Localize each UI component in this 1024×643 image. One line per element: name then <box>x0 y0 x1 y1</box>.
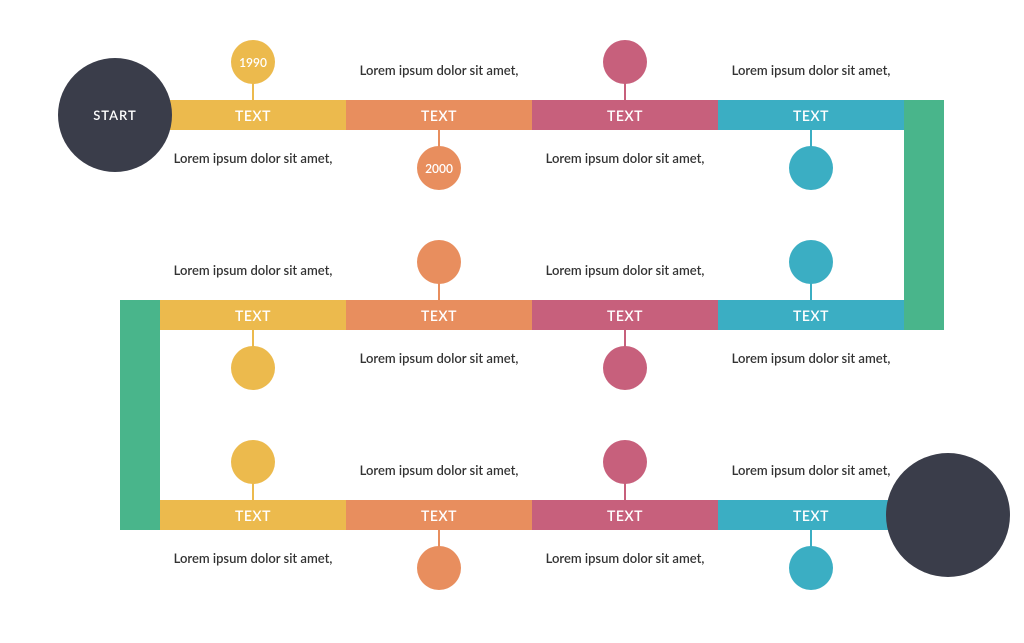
segment-label: TEXT <box>235 507 271 524</box>
segment-description: Lorem ipsum dolor sit amet, <box>532 530 718 588</box>
timeline-segment: TEXT <box>160 300 346 330</box>
segment-description: Lorem ipsum dolor sit amet, <box>346 330 532 388</box>
timeline-segment: TEXT <box>718 300 904 330</box>
timeline-segment: TEXT <box>346 300 532 330</box>
start-node: START <box>58 58 172 172</box>
milestone-circle <box>789 146 833 190</box>
start-label: START <box>93 107 137 123</box>
segment-description: Lorem ipsum dolor sit amet, <box>718 42 904 100</box>
segment-description: Lorem ipsum dolor sit amet, <box>160 130 346 188</box>
timeline-segment: TEXT <box>532 100 718 130</box>
segment-description: Lorem ipsum dolor sit amet, <box>532 242 718 300</box>
timeline-segment: TEXT <box>346 100 532 130</box>
timeline-segment: TEXT <box>532 500 718 530</box>
timeline-segment: TEXT <box>160 100 346 130</box>
milestone-circle <box>603 40 647 84</box>
timeline-segment: TEXT <box>346 500 532 530</box>
circle-stem <box>252 482 254 500</box>
milestone-circle <box>603 440 647 484</box>
segment-description: Lorem ipsum dolor sit amet, <box>160 530 346 588</box>
end-node <box>886 453 1010 577</box>
row-connector <box>120 300 160 530</box>
milestone-circle: 2000 <box>417 146 461 190</box>
segment-description: Lorem ipsum dolor sit amet, <box>346 42 532 100</box>
segment-label: TEXT <box>421 107 457 124</box>
segment-label: TEXT <box>793 507 829 524</box>
segment-description: Lorem ipsum dolor sit amet, <box>532 130 718 188</box>
milestone-circle <box>789 546 833 590</box>
segment-label: TEXT <box>235 107 271 124</box>
segment-label: TEXT <box>235 307 271 324</box>
milestone-circle: 1990 <box>231 40 275 84</box>
milestone-circle <box>231 440 275 484</box>
segment-label: TEXT <box>793 107 829 124</box>
segment-description: Lorem ipsum dolor sit amet, <box>346 442 532 500</box>
segment-label: TEXT <box>793 307 829 324</box>
milestone-circle <box>417 546 461 590</box>
segment-label: TEXT <box>421 507 457 524</box>
row-connector <box>904 100 944 330</box>
timeline-segment: TEXT <box>718 500 904 530</box>
circle-stem <box>252 82 254 100</box>
milestone-circle <box>417 240 461 284</box>
milestone-circle <box>231 346 275 390</box>
segment-description: Lorem ipsum dolor sit amet, <box>718 442 904 500</box>
segment-description: Lorem ipsum dolor sit amet, <box>160 242 346 300</box>
segment-label: TEXT <box>421 307 457 324</box>
milestone-label: 2000 <box>425 161 453 176</box>
milestone-circle <box>789 240 833 284</box>
segment-label: TEXT <box>607 107 643 124</box>
circle-stem <box>810 282 812 300</box>
segment-description: Lorem ipsum dolor sit amet, <box>718 330 904 388</box>
circle-stem <box>624 482 626 500</box>
circle-stem <box>438 282 440 300</box>
segment-label: TEXT <box>607 507 643 524</box>
milestone-circle <box>603 346 647 390</box>
milestone-label: 1990 <box>239 55 267 70</box>
circle-stem <box>624 82 626 100</box>
timeline-segment: TEXT <box>718 100 904 130</box>
segment-label: TEXT <box>607 307 643 324</box>
timeline-segment: TEXT <box>532 300 718 330</box>
timeline-segment: TEXT <box>160 500 346 530</box>
